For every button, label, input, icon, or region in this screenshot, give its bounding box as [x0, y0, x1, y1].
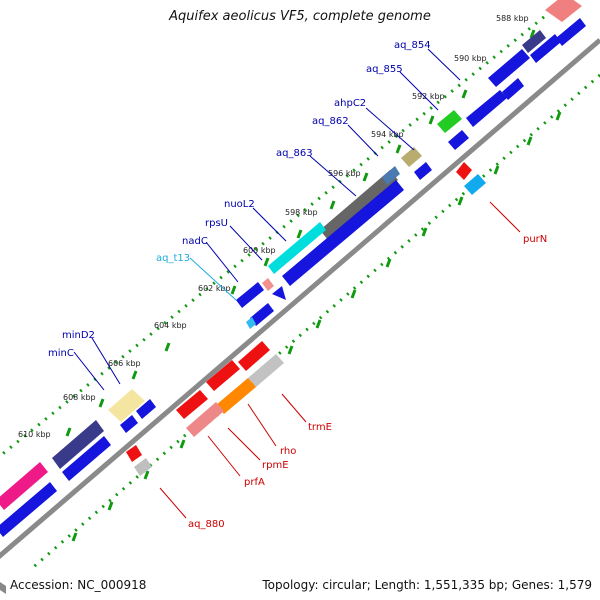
gene-label-ahpC2[interactable]: ahpC2: [334, 98, 366, 109]
gene-arrow-blue[interactable]: [502, 78, 524, 100]
gene-block-pink-small[interactable]: [262, 278, 274, 291]
gene-label-rpmE[interactable]: rpmE: [262, 460, 289, 471]
gene-label-aq_862[interactable]: aq_862: [312, 116, 349, 127]
gene-arrow-red[interactable]: [238, 341, 270, 371]
inner-gene-row: [126, 162, 486, 476]
kbp-label: 598 kbp: [285, 208, 318, 217]
gene-block-magenta[interactable]: [0, 462, 48, 510]
gene-label-trmE[interactable]: trmE: [308, 422, 332, 433]
gene-block-navy[interactable]: [52, 420, 104, 469]
inner-major-ticks: [71, 111, 562, 542]
kbp-label: 596 kbp: [328, 169, 361, 178]
gene-arrow-blue[interactable]: [556, 18, 586, 46]
gene-arrow-blue[interactable]: [530, 34, 561, 63]
gene-arrow-blue[interactable]: [236, 282, 264, 308]
kbp-label: 590 kbp: [454, 54, 487, 63]
gene-label-aq_855[interactable]: aq_855: [366, 64, 403, 75]
gene-block-steelblue[interactable]: [382, 166, 400, 185]
gene-label-nadC[interactable]: nadC: [182, 236, 208, 247]
gene-arrow-blue[interactable]: [488, 49, 530, 87]
kbp-label: 608 kbp: [63, 393, 96, 402]
gene-arrow-red[interactable]: [206, 360, 240, 391]
gene-arrow-blue[interactable]: [466, 90, 507, 127]
genome-backbone: [0, 38, 600, 559]
label-leader-lines: [73, 48, 521, 519]
gene-block-grey-nuol2[interactable]: [320, 170, 398, 240]
gene-arrow-blue-small[interactable]: [272, 286, 286, 300]
gene-label-purN[interactable]: purN: [523, 234, 547, 245]
gene-block-khaki[interactable]: [401, 147, 422, 167]
gene-block-yellow-mind2[interactable]: [108, 389, 145, 422]
gene-label-aq_t13[interactable]: aq_t13: [156, 253, 190, 264]
outer-gene-row: [0, 0, 586, 537]
gene-block-grey-aq880[interactable]: [134, 458, 152, 476]
gene-block-cyan[interactable]: [268, 222, 326, 274]
gene-label-aq_863[interactable]: aq_863: [276, 148, 313, 159]
outer-tick-track: [0, 0, 566, 458]
gene-arrow-blue[interactable]: [0, 482, 57, 537]
gene-arrow-blue[interactable]: [136, 399, 156, 419]
gene-block-red-purn[interactable]: [456, 162, 472, 180]
kbp-label: 592 kbp: [412, 92, 445, 101]
kbp-label: 602 kbp: [198, 284, 231, 293]
gene-arrow-blue[interactable]: [62, 436, 111, 481]
gene-block-red-aq880[interactable]: [126, 445, 142, 462]
kbp-label: 600 kbp: [243, 246, 276, 255]
gene-label-nuoL2[interactable]: nuoL2: [224, 199, 255, 210]
gene-block-green-ahpc2[interactable]: [437, 110, 462, 133]
kbp-label: 606 kbp: [108, 359, 141, 368]
kbp-label: 610 kbp: [18, 430, 51, 439]
gene-label-prfA[interactable]: prfA: [244, 477, 265, 488]
gene-labels: aq_854 aq_855 ahpC2 aq_862 aq_863 nuoL2 …: [48, 40, 547, 530]
map-title: Aquifex aeolicus VF5, complete genome: [169, 9, 431, 24]
gene-arrow-blue[interactable]: [414, 162, 432, 180]
gene-block-navy-aq854[interactable]: [522, 30, 546, 53]
scroll-handle-icon[interactable]: [0, 582, 6, 594]
kbp-label: 604 kbp: [154, 321, 187, 330]
inner-tick-track: [29, 73, 600, 572]
gene-label-minD2[interactable]: minD2: [62, 330, 95, 341]
kbp-label: 588 kbp: [496, 14, 529, 23]
gene-arrow-blue[interactable]: [120, 415, 138, 433]
gene-arrow-blue[interactable]: [250, 303, 274, 326]
gene-arrow-blue[interactable]: [448, 130, 469, 150]
gene-block-grey-trme[interactable]: [248, 354, 284, 387]
gene-label-aq_854[interactable]: aq_854: [394, 40, 431, 51]
gene-label-minC[interactable]: minC: [48, 348, 74, 359]
gene-block-pink-top[interactable]: [545, 0, 582, 22]
accession-text: Accession: NC_000918: [10, 578, 147, 592]
gene-label-rpsU[interactable]: rpsU: [205, 218, 228, 229]
genome-summary-text: Topology: circular; Length: 1,551,335 bp…: [262, 578, 592, 592]
gene-block-salmon-rpme[interactable]: [186, 402, 224, 437]
outer-major-ticks: [65, 29, 536, 437]
gene-arrow-red[interactable]: [176, 390, 208, 419]
kbp-label: 594 kbp: [371, 130, 404, 139]
gene-block-orange-rho[interactable]: [216, 378, 256, 414]
gene-label-rho[interactable]: rho: [280, 446, 296, 457]
gene-arrow-blue-long[interactable]: [282, 180, 404, 286]
gene-label-aq_880[interactable]: aq_880: [188, 519, 225, 530]
gene-block-cyan-purn[interactable]: [464, 174, 486, 195]
gene-block-cyan-small[interactable]: [246, 317, 256, 329]
